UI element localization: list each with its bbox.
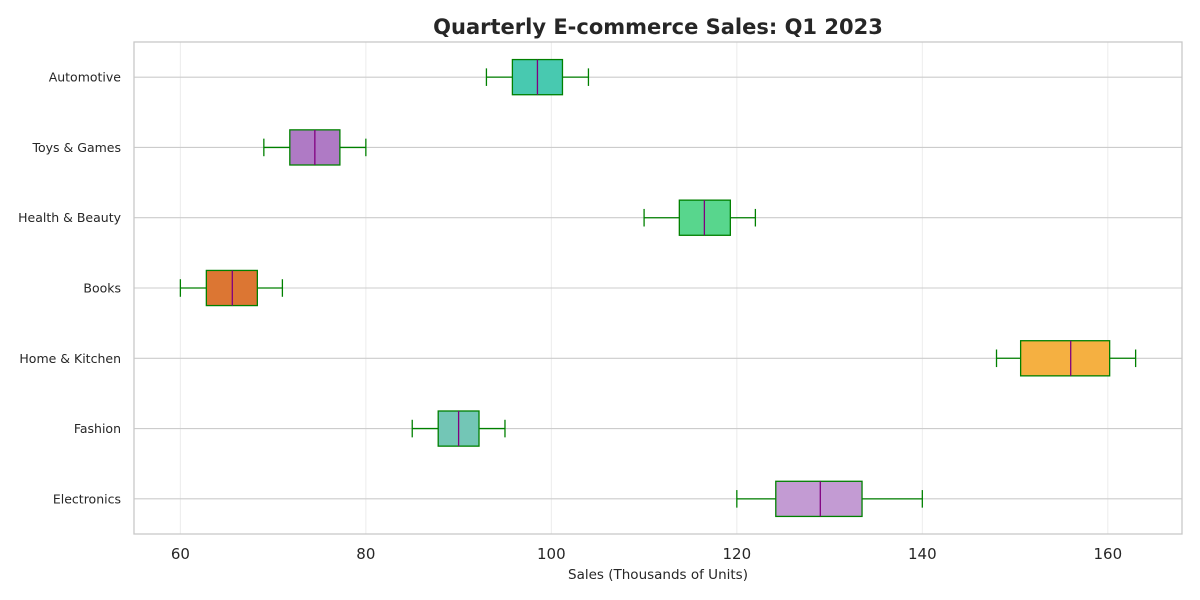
x-tick-label: 120	[723, 545, 752, 563]
y-tick-label: Home & Kitchen	[19, 351, 121, 366]
x-axis-label: Sales (Thousands of Units)	[568, 567, 748, 583]
y-tick-label: Automotive	[49, 70, 122, 85]
box-home-kitchen	[995, 340, 1137, 377]
y-tick-label: Toys & Games	[32, 140, 122, 155]
x-tick-label: 80	[356, 545, 375, 563]
box-series	[179, 58, 1137, 518]
box-toys-games	[263, 129, 367, 166]
tick-labels: 60 80 100 120 140 160 Electronics Fashion Home &…	[18, 70, 1122, 563]
box-health-beauty	[643, 199, 757, 236]
plot-frame	[133, 41, 1183, 535]
chart-title: Quarterly E-commerce Sales: Q1 2023	[433, 15, 883, 39]
x-tick-label: 100	[537, 545, 566, 563]
x-tick-label: 160	[1093, 545, 1122, 563]
x-tick-label: 140	[908, 545, 937, 563]
grid	[134, 42, 1182, 534]
iqr-box	[775, 480, 863, 518]
box-books	[179, 269, 284, 307]
box-automotive	[485, 58, 590, 96]
y-tick-label: Electronics	[53, 491, 121, 506]
box-fashion	[411, 410, 506, 447]
y-tick-label: Fashion	[74, 421, 121, 436]
y-tick-label: Books	[83, 281, 121, 296]
y-tick-label: Health & Beauty	[18, 210, 121, 225]
box-electronics	[736, 480, 923, 518]
iqr-box	[1019, 340, 1111, 377]
x-tick-label: 60	[171, 545, 190, 563]
